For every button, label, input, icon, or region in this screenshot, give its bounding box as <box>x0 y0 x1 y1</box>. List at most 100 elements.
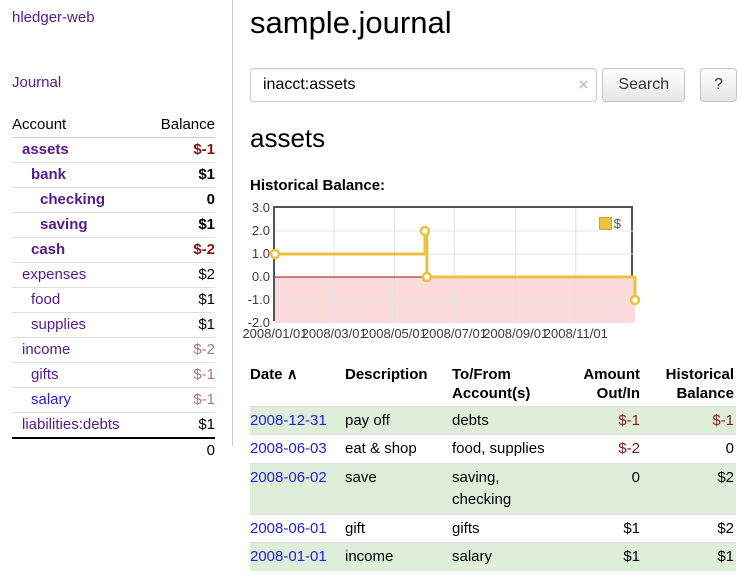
account-link[interactable]: income <box>22 341 71 358</box>
column-header-date[interactable]: Date ∧ <box>250 366 298 383</box>
account-row: cash $-2 <box>12 238 215 263</box>
transaction-accounts: saving, checking <box>452 469 512 508</box>
sort-ascending-icon: ∧ <box>286 366 298 383</box>
account-link[interactable]: supplies <box>31 316 87 333</box>
account-balance: $-1 <box>193 391 215 408</box>
x-axis-tick-label: 2008/03/01 <box>301 326 367 341</box>
account-link[interactable]: saving <box>40 216 88 233</box>
transaction-date-link[interactable]: 2008-06-03 <box>250 440 327 458</box>
x-axis-tick-label: 2008/05/01 <box>361 326 427 341</box>
x-axis-tick-label: 2008/01/01 <box>242 326 308 341</box>
account-link[interactable]: checking <box>40 191 106 208</box>
account-balance: 0 <box>206 191 215 208</box>
chart-plot-area: $ <box>269 206 641 323</box>
main-content: sample.journal × Search ? assets Histori… <box>242 0 737 571</box>
search-button[interactable]: Search <box>602 68 686 102</box>
transaction-date-link[interactable]: 2008-12-31 <box>250 411 327 429</box>
account-link[interactable]: bank <box>31 166 67 183</box>
account-link[interactable]: expenses <box>22 266 87 283</box>
column-header-balance: Historical Balance <box>665 366 734 402</box>
x-axis-tick-label: 2008/07/01 <box>421 326 488 341</box>
historical-balance-chart: $ 3.0 2.0 1.0 0.0 -1.0 -2.0 2008/01/01 2008/03/… <box>242 200 737 344</box>
search-form: × Search ? <box>250 68 737 102</box>
transaction-description: eat & shop <box>345 440 417 458</box>
account-balance: $1 <box>198 416 215 433</box>
transaction-date-link[interactable]: 2008-01-01 <box>250 548 327 566</box>
accounts-table-header: Account Balance <box>12 113 215 138</box>
register-row: 2008-06-03 eat & shop food, supplies $-2… <box>250 434 736 464</box>
account-link[interactable]: assets <box>22 141 69 158</box>
account-row: bank $1 <box>12 163 215 188</box>
account-link[interactable]: cash <box>31 241 66 258</box>
transaction-amount: $-1 <box>618 411 640 429</box>
accounts-total: 0 <box>12 437 215 462</box>
transaction-date-link[interactable]: 2008-06-02 <box>250 469 327 486</box>
accounts-table: Account Balance assets $-1 bank $1 check… <box>12 113 215 462</box>
transaction-balance: $2 <box>717 519 734 537</box>
transaction-description: income <box>345 548 394 566</box>
register-header-row: Date ∧ Description To/From Account(s) Am… <box>250 364 736 406</box>
transaction-amount: 0 <box>631 469 640 486</box>
account-row: supplies $1 <box>12 313 215 338</box>
register-row: 2008-06-01 gift gifts $1 $2 <box>250 514 736 543</box>
account-row: liabilities:debts $1 <box>12 413 215 437</box>
account-row: gifts $-1 <box>12 363 215 388</box>
transaction-description: save <box>345 469 377 486</box>
y-axis-tick-label: -2.0 <box>247 315 270 330</box>
transaction-balance: $1 <box>717 548 734 566</box>
register-table: Date ∧ Description To/From Account(s) Am… <box>250 364 736 571</box>
page-title: sample.journal <box>250 5 452 40</box>
account-balance: $1 <box>198 291 215 308</box>
search-input[interactable] <box>250 68 598 102</box>
chart-canvas <box>269 208 641 323</box>
sidebar-item-journal[interactable]: Journal <box>12 74 62 91</box>
y-axis-tick-label: 0.0 <box>251 269 270 284</box>
y-axis-tick-label: 1.0 <box>251 246 270 261</box>
transaction-accounts: gifts <box>452 519 480 537</box>
account-balance: $2 <box>198 266 215 283</box>
account-link[interactable]: salary <box>31 391 72 408</box>
account-row: income $-2 <box>12 338 215 363</box>
transaction-description: gift <box>345 519 366 537</box>
account-balance: $-1 <box>193 141 215 158</box>
help-button[interactable]: ? <box>700 68 737 102</box>
account-balance: $1 <box>198 316 215 333</box>
register-row: 2008-12-31 pay off debts $-1 $-1 <box>250 406 736 435</box>
y-axis-tick-label: -1.0 <box>247 292 270 307</box>
column-header-description: Description <box>345 366 428 383</box>
register-row: 2008-06-02 save saving, checking 0 $2 <box>250 463 736 514</box>
x-axis-tick-label: 2008/11/01 <box>543 326 608 341</box>
app-brand-link[interactable]: hledger-web <box>12 9 95 26</box>
account-link[interactable]: food <box>31 291 61 308</box>
accounts-header-account: Account <box>12 116 67 133</box>
account-row: saving $1 <box>12 213 215 238</box>
account-heading: assets <box>250 123 326 153</box>
chart-legend: $ <box>597 215 622 232</box>
sidebar: hledger-web Journal Account Balance asse… <box>0 0 233 459</box>
transaction-accounts: salary <box>452 548 493 566</box>
transaction-balance: 0 <box>725 440 734 458</box>
column-header-accounts: To/From Account(s) <box>452 366 531 402</box>
transaction-amount: $1 <box>623 548 640 566</box>
legend-series-label: $ <box>613 216 621 231</box>
transaction-amount: $-2 <box>618 440 640 458</box>
chart-title: Historical Balance: <box>250 177 386 194</box>
account-row: salary $-1 <box>12 388 215 413</box>
account-row: food $1 <box>12 288 215 313</box>
account-link[interactable]: liabilities:debts <box>22 416 120 433</box>
account-balance: $-2 <box>193 241 215 258</box>
account-balance: $-1 <box>193 366 215 383</box>
account-row: checking 0 <box>12 188 215 213</box>
account-balance: $-2 <box>193 341 215 358</box>
register-row: 2008-01-01 income salary $1 $1 <box>250 542 736 571</box>
x-axis-tick-label: 2008/09/01 <box>483 326 549 341</box>
account-link[interactable]: gifts <box>31 366 59 383</box>
transaction-date-link[interactable]: 2008-06-01 <box>250 519 327 537</box>
transaction-balance: $-1 <box>712 411 734 429</box>
y-axis-tick-label: 3.0 <box>251 200 270 215</box>
account-balance: $1 <box>198 166 215 183</box>
transaction-accounts: food, supplies <box>452 440 545 458</box>
accounts-header-balance: Balance <box>160 116 215 133</box>
clear-search-icon[interactable]: × <box>578 74 589 94</box>
account-row: expenses $2 <box>12 263 215 288</box>
